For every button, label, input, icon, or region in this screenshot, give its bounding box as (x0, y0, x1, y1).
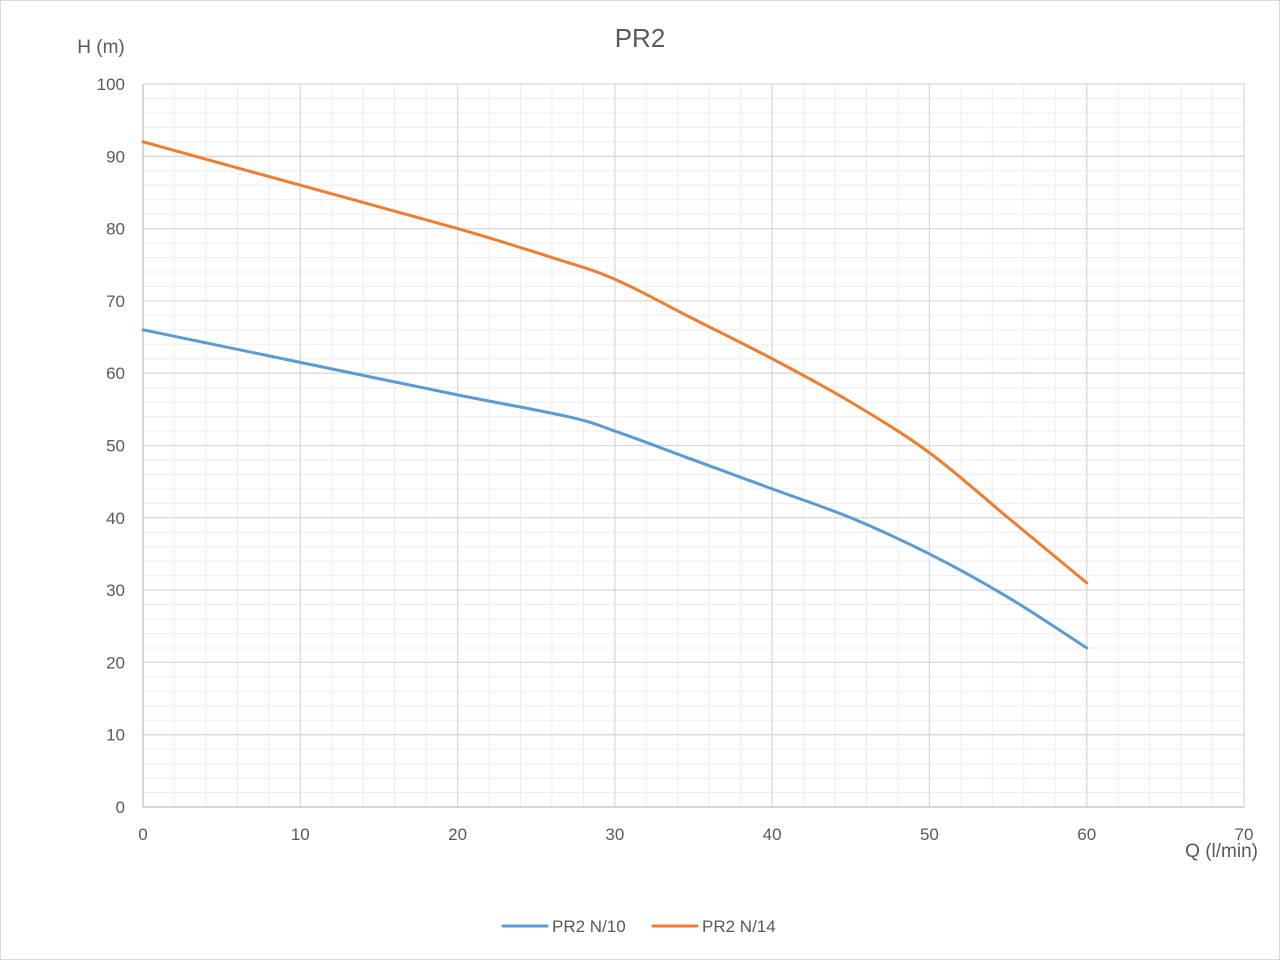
x-tick-label: 0 (138, 825, 147, 844)
y-tick-label: 80 (106, 220, 125, 239)
x-tick-label: 40 (763, 825, 782, 844)
y-tick-label: 0 (116, 798, 125, 817)
x-tick-label: 70 (1235, 825, 1254, 844)
y-tick-label: 90 (106, 147, 125, 166)
x-tick-label: 20 (448, 825, 467, 844)
series-line-pr2-n-10 (141, 328, 1089, 650)
x-axis-title: Q (l/min) (1185, 841, 1258, 862)
y-axis-title: H (m) (77, 37, 124, 58)
y-tick-label: 40 (106, 509, 125, 528)
x-tick-label: 30 (605, 825, 624, 844)
y-tick-label: 60 (106, 364, 125, 383)
legend-label-pr2-n-10: PR2 N/10 (552, 917, 626, 936)
x-tick-labels: 0 10 20 30 40 50 60 70 (138, 825, 1253, 844)
series-lines (141, 140, 1089, 650)
legend: PR2 N/10 PR2 N/14 (501, 917, 776, 936)
major-gridlines (143, 83, 1245, 807)
series-line-pr2-n-14 (141, 140, 1089, 585)
y-tick-label: 50 (106, 437, 125, 456)
y-tick-labels: 0 10 20 30 40 50 60 70 80 90 100 (97, 75, 125, 817)
x-tick-label: 10 (291, 825, 310, 844)
y-tick-label: 70 (106, 292, 125, 311)
axes (142, 84, 1244, 808)
y-tick-label: 10 (106, 726, 125, 745)
y-tick-label: 30 (106, 581, 125, 600)
y-tick-label: 100 (97, 75, 125, 94)
chart-title: PR2 (615, 23, 666, 53)
x-tick-label: 50 (920, 825, 939, 844)
legend-label-pr2-n-14: PR2 N/14 (702, 917, 776, 936)
x-tick-label: 60 (1077, 825, 1096, 844)
y-tick-label: 20 (106, 653, 125, 672)
